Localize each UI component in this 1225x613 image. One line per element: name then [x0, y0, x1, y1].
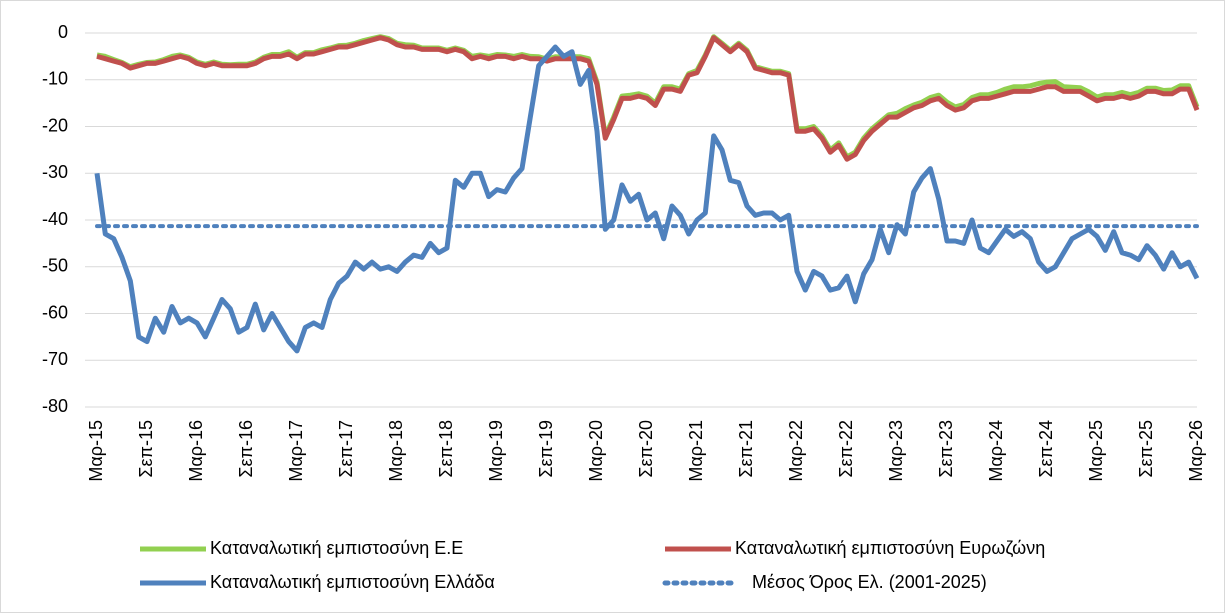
x-tick-label: Σεπ-22 — [836, 420, 856, 478]
y-tick-label: 0 — [58, 22, 68, 42]
x-tick-label: Μαρ-26 — [1186, 420, 1206, 482]
y-tick-label: -40 — [42, 209, 68, 229]
y-tick-label: -50 — [42, 256, 68, 276]
y-tick-label: -70 — [42, 349, 68, 369]
legend-label: Καταναλωτική εμπιστοσύνη Ελλάδα — [210, 572, 495, 592]
x-tick-label: Σεπ-25 — [1136, 420, 1156, 478]
x-tick-label: Σεπ-24 — [1036, 420, 1056, 478]
x-tick-label: Μαρ-21 — [686, 420, 706, 482]
x-tick-label: Μαρ-20 — [586, 420, 606, 482]
x-tick-label: Σεπ-15 — [136, 420, 156, 478]
y-tick-label: -20 — [42, 115, 68, 135]
series-line — [94, 44, 1200, 354]
x-tick-label: Μαρ-15 — [86, 420, 106, 482]
y-tick-label: -10 — [42, 69, 68, 89]
x-tick-label: Σεπ-17 — [336, 420, 356, 478]
x-tick-label: Σεπ-23 — [936, 420, 956, 478]
x-tick-label: Σεπ-19 — [536, 420, 556, 478]
legend-label: Καταναλωτική εμπιστοσύνη Ευρωζώνη — [735, 538, 1045, 558]
x-tick-label: Μαρ-22 — [786, 420, 806, 482]
y-tick-label: -60 — [42, 302, 68, 322]
y-tick-label: -80 — [42, 396, 68, 416]
x-tick-label: Μαρ-19 — [486, 420, 506, 482]
x-tick-label: Μαρ-18 — [386, 420, 406, 482]
x-tick-label: Μαρ-24 — [986, 420, 1006, 482]
legend-label: Μέσος Όρος Ελ. (2001-2025) — [752, 572, 987, 592]
legend-label: Καταναλωτική εμπιστοσύνη Ε.Ε — [210, 538, 463, 558]
x-tick-label: Σεπ-21 — [736, 420, 756, 478]
x-tick-label: Σεπ-20 — [636, 420, 656, 478]
x-tick-label: Μαρ-16 — [186, 420, 206, 482]
y-tick-label: -30 — [42, 162, 68, 182]
x-tick-label: Σεπ-18 — [436, 420, 456, 478]
series-line — [96, 35, 1200, 162]
x-tick-label: Σεπ-16 — [236, 420, 256, 478]
x-tick-label: Μαρ-17 — [286, 420, 306, 482]
x-tick-label: Μαρ-25 — [1086, 420, 1106, 482]
x-tick-label: Μαρ-23 — [886, 420, 906, 482]
